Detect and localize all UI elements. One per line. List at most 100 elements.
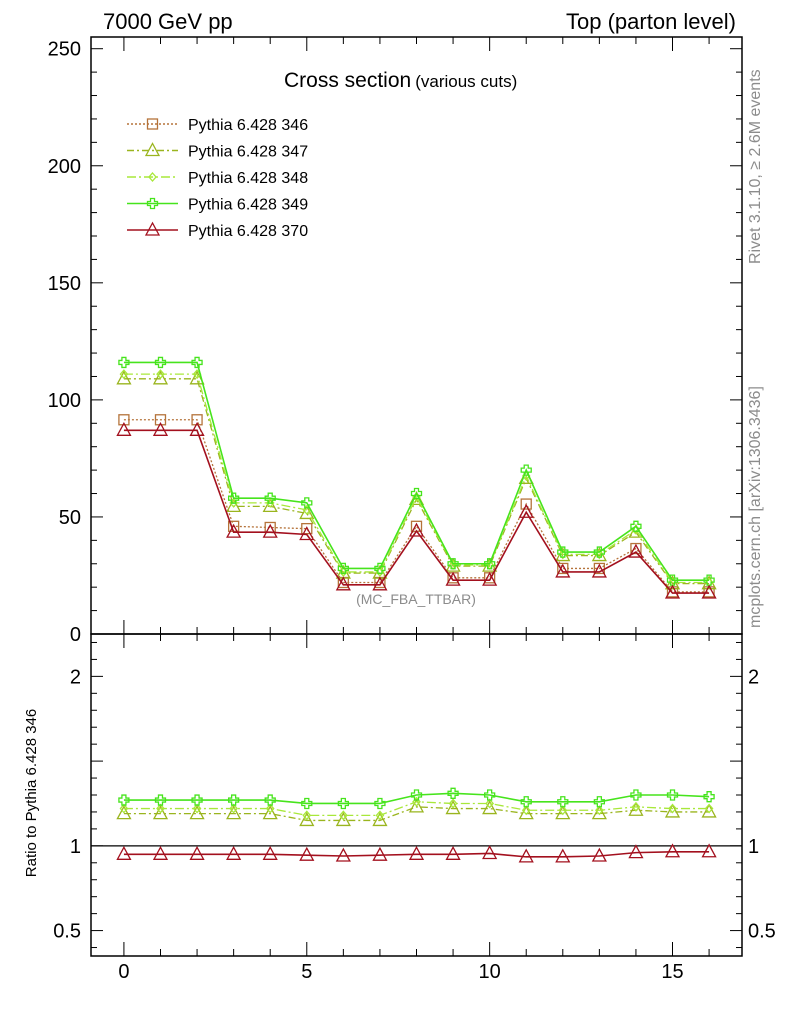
data-point-348 [631,801,641,812]
series-349-ratio [118,787,715,810]
x-tick-label: 0 [118,961,129,983]
data-point-349 [374,562,386,575]
data-point-370 [591,847,607,862]
data-point-349 [666,789,679,801]
data-point-347 [445,800,461,815]
data-point-370 [591,563,607,578]
data-point-370 [701,843,717,858]
legend-label-370: Pythia 6.428 370 [188,223,308,240]
series-370-main [116,421,717,599]
data-point-347 [226,498,242,513]
series-347-main [116,370,717,590]
data-point-370 [152,421,169,436]
data-point-348 [156,803,165,814]
data-point-370 [664,843,681,858]
legend-label-349: Pythia 6.428 349 [188,197,308,214]
ratio-y-tick-label-right: 1 [748,836,759,858]
legend-label-348: Pythia 6.428 348 [188,170,308,187]
ratio-y-tick-label-left: 1 [70,836,81,858]
main-axis-ticks: 0 50 100 150 200 250 [48,37,742,646]
data-point-348 [558,805,568,816]
data-point-348 [595,805,604,816]
data-point-370 [482,571,498,586]
legend-label-346: Pythia 6.428 346 [188,117,308,134]
data-point-348 [595,549,604,560]
legend-entry-370: Pythia 6.428 370 [127,221,308,240]
data-point-347 [372,812,388,827]
data-point-347 [591,805,607,820]
header-right: Top (parton level) [566,9,736,34]
rivet-label: Rivet 3.1.10, ≥ 2.6M events [747,69,764,264]
data-point-348 [192,803,202,814]
data-point-349 [301,797,313,810]
data-point-348 [338,810,348,821]
data-point-346 [630,542,642,555]
data-point-349 [557,546,569,558]
legend-entry-348: Pythia 6.428 348 [127,170,308,187]
legend-marker-347 [144,142,161,157]
data-point-349 [703,791,715,803]
data-point-370 [445,845,461,860]
data-point-347 [152,370,169,385]
series-line-370 [123,429,710,594]
data-point-370 [262,523,278,538]
data-point-370 [664,584,681,599]
data-point-349 [630,520,642,532]
legend-marker-348 [148,172,157,182]
data-point-349 [483,558,496,570]
data-point-370 [226,523,242,538]
ratio-y-tick-label-right: 2 [748,666,759,688]
data-point-349 [630,789,642,801]
data-point-349 [191,794,203,806]
data-point-348 [265,803,275,814]
main-y-tick-label: 0 [70,624,81,646]
data-point-347 [299,812,315,827]
legend-label-347: Pythia 6.428 347 [188,144,308,161]
ratio-y-tick-label-right: 0.5 [748,921,776,943]
main-series-group [116,356,717,599]
data-point-370 [482,845,498,860]
data-point-346 [301,522,313,535]
data-point-347 [408,798,425,813]
data-point-346 [154,414,167,426]
analysis-tag: (MC_FBA_TTBAR) [356,591,476,607]
header-left: 7000 GeV pp [103,9,233,34]
ratio-series-group [116,787,717,863]
data-point-370 [555,563,571,578]
data-point-349 [227,794,240,806]
data-point-347 [482,800,498,815]
data-point-370 [116,845,132,860]
data-point-370 [189,845,205,860]
legend-marker-349 [146,197,159,210]
data-point-346 [557,562,569,575]
x-tick-label: 5 [301,961,312,983]
data-point-347 [116,805,132,820]
data-point-349 [154,794,167,806]
main-y-tick-label: 100 [48,390,81,412]
series-line-348 [123,373,710,584]
data-point-370 [445,571,461,586]
data-point-347 [262,498,278,513]
data-point-349 [520,464,532,476]
data-point-349 [593,796,606,808]
main-y-tick-label: 200 [48,156,81,178]
data-point-348 [302,810,312,821]
data-point-348 [521,805,531,816]
data-point-370 [408,522,425,537]
data-point-347 [628,801,644,816]
data-point-349 [264,492,276,504]
data-point-349 [118,794,130,806]
legend-marker-346 [146,118,159,130]
legend: Pythia 6.428 346 Pythia 6.428 347 Pythia 6… [127,117,308,240]
series-370-ratio [116,843,717,863]
data-point-349 [227,492,240,504]
data-point-370 [628,543,644,558]
data-point-348 [156,369,165,380]
data-point-347 [262,805,278,820]
series-line-348 [123,801,710,816]
data-point-370 [226,845,242,860]
x-tick-label: 10 [479,961,501,983]
legend-entry-349: Pythia 6.428 349 [127,197,308,214]
data-point-349 [264,794,276,806]
